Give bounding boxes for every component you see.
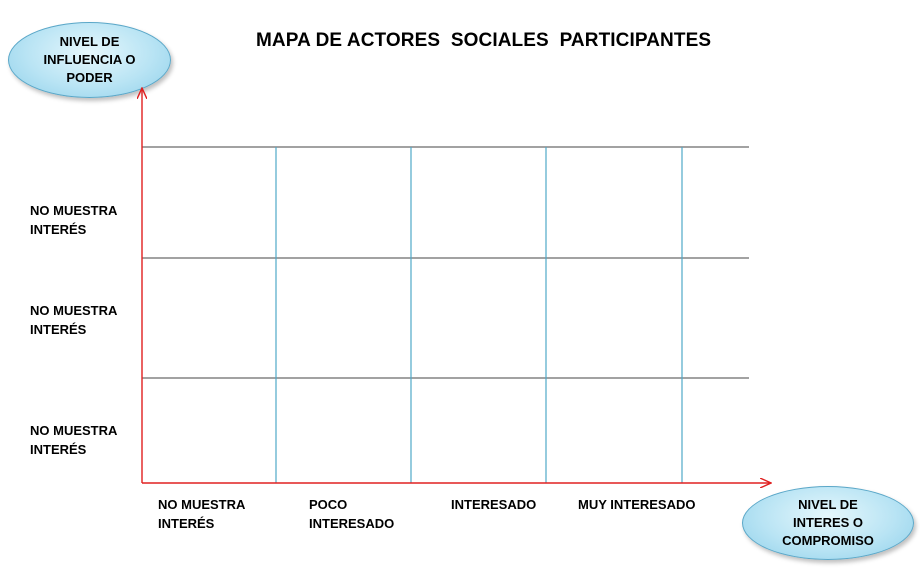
- row-label-middle: NO MUESTRA INTERÉS: [30, 303, 118, 337]
- row-label-top: NO MUESTRA INTERÉS: [30, 203, 118, 237]
- column-label-little-interest: POCO INTERESADO: [309, 497, 395, 531]
- row-label-bottom: NO MUESTRA INTERÉS: [30, 423, 118, 457]
- x-axis-label-ellipse: NIVEL DE INTERES O COMPROMISO: [742, 486, 914, 560]
- column-label-very-interested: MUY INTERESADO: [578, 497, 696, 512]
- y-axis-label-ellipse: NIVEL DE INFLUENCIA O PODER: [8, 22, 171, 98]
- x-axis-label: NIVEL DE INTERES O COMPROMISO: [782, 497, 874, 548]
- column-label-no-interest: NO MUESTRA INTERÉS: [158, 497, 246, 531]
- y-axis-label: NIVEL DE INFLUENCIA O PODER: [43, 34, 136, 85]
- column-label-interested: INTERESADO: [451, 497, 537, 512]
- diagram-title: MAPA DE ACTORES SOCIALES PARTICIPANTES: [256, 30, 712, 51]
